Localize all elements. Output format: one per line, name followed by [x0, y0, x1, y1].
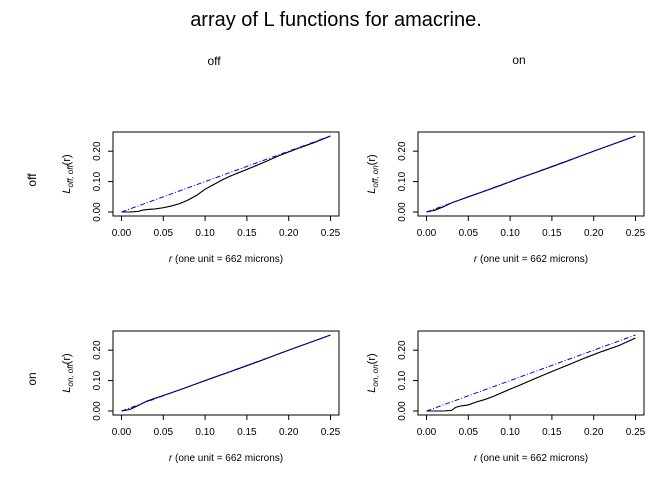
- panel-off-on: 0.00 0.05 0.10 0.15 0.20 0.25 0.00 0.10 0.20 Loff…: [366, 131, 646, 265]
- y-axis-label-argument: (r): [61, 154, 73, 165]
- y-axis-label-argument: (r): [61, 353, 73, 364]
- x-tick-label: 0.00: [417, 228, 437, 239]
- y-axis-label: Lon, off(r): [61, 353, 75, 392]
- column-header-on: on: [512, 53, 525, 67]
- y-tick-label: 0.10: [397, 370, 408, 390]
- x-axis-label: r (one unit = 662 microns): [169, 453, 283, 464]
- series-theoretical-line: [121, 334, 331, 412]
- x-tick-label: 0.05: [459, 427, 479, 438]
- y-tick-label: 0.20: [397, 141, 408, 161]
- x-axis-label-text: (one unit = 662 microns): [172, 254, 283, 265]
- x-axis-label-symbol: r: [474, 254, 478, 265]
- y-tick-label: 0.20: [397, 340, 408, 360]
- plot-frame: [112, 330, 340, 416]
- y-tick-label: 0.10: [92, 370, 103, 390]
- y-tick-label: 0.00: [397, 202, 408, 222]
- y-axis-label-subscript: on, on: [371, 364, 380, 387]
- y-axis-label-argument: (r): [366, 154, 378, 165]
- x-axis-label: r (one unit = 662 microns): [474, 453, 588, 464]
- panels: 0.00 0.05 0.10 0.15 0.20 0.25 0.00 0.10 0.20 Loff…: [61, 131, 646, 464]
- x-axis-label-text: (one unit = 662 microns): [477, 254, 588, 265]
- y-tick-label: 0.00: [397, 401, 408, 421]
- y-axis-label-symbol: L: [61, 188, 73, 194]
- figure-title: array of L functions for amacrine.: [190, 9, 482, 31]
- x-tick-label: 0.20: [584, 427, 604, 438]
- x-tick-label: 0.25: [321, 228, 341, 239]
- plot-frame: [417, 330, 645, 416]
- x-tick-label: 0.15: [542, 427, 562, 438]
- series-theoretical-line: [426, 135, 636, 213]
- x-axis-label: r (one unit = 662 microns): [169, 254, 283, 265]
- x-tick-label: 0.05: [459, 228, 479, 239]
- y-axis-label: Lon, on(r): [366, 353, 380, 392]
- x-tick-label: 0.00: [417, 427, 437, 438]
- x-tick-label: 0.10: [195, 427, 215, 438]
- x-tick-label: 0.15: [542, 228, 562, 239]
- x-tick-label: 0.05: [154, 427, 174, 438]
- x-axis-label-symbol: r: [169, 453, 173, 464]
- x-tick-label: 0.00: [112, 427, 132, 438]
- series-observed-line: [121, 135, 331, 213]
- row-header-on: on: [25, 372, 39, 385]
- x-tick-label: 0.25: [626, 427, 646, 438]
- y-tick-label: 0.20: [92, 141, 103, 161]
- x-tick-label: 0.10: [500, 228, 520, 239]
- x-axis-label-symbol: r: [474, 453, 478, 464]
- x-axis-label-symbol: r: [169, 254, 173, 265]
- x-tick-label: 0.10: [195, 228, 215, 239]
- x-tick-label: 0.20: [584, 228, 604, 239]
- series-theoretical-line: [426, 334, 636, 412]
- y-axis-label-argument: (r): [366, 353, 378, 364]
- y-axis-label: Loff, on(r): [366, 154, 380, 193]
- y-tick-label: 0.10: [92, 171, 103, 191]
- x-tick-label: 0.20: [279, 427, 299, 438]
- y-axis-label-symbol: L: [366, 188, 378, 194]
- x-tick-label: 0.25: [321, 427, 341, 438]
- x-axis-label-text: (one unit = 662 microns): [172, 453, 283, 464]
- x-axis-label: r (one unit = 662 microns): [474, 254, 588, 265]
- panel-off-off: 0.00 0.05 0.10 0.15 0.20 0.25 0.00 0.10 0.20 Loff…: [61, 131, 341, 265]
- x-tick-label: 0.25: [626, 228, 646, 239]
- plot-frame: [417, 131, 645, 217]
- y-tick-label: 0.10: [397, 171, 408, 191]
- plot-frame: [112, 131, 340, 217]
- x-tick-label: 0.05: [154, 228, 174, 239]
- y-axis-label-symbol: L: [366, 387, 378, 393]
- y-axis-label-symbol: L: [61, 387, 73, 393]
- y-axis-label: Loff, off(r): [61, 154, 75, 193]
- y-tick-label: 0.00: [92, 202, 103, 222]
- column-header-off: off: [207, 54, 221, 68]
- x-tick-label: 0.20: [279, 228, 299, 239]
- y-tick-label: 0.00: [92, 401, 103, 421]
- y-axis-label-subscript: off, on: [371, 165, 380, 188]
- y-axis-label-subscript: on, off: [66, 364, 75, 387]
- x-tick-label: 0.10: [500, 427, 520, 438]
- y-axis-label-subscript: off, off: [66, 165, 75, 188]
- series-theoretical-line: [121, 135, 331, 213]
- series-observed-line: [426, 337, 636, 412]
- row-header-off: off: [25, 173, 39, 187]
- panel-on-on: 0.00 0.05 0.10 0.15 0.20 0.25 0.00 0.10 0.20 Lon,…: [366, 330, 646, 464]
- y-tick-label: 0.20: [92, 340, 103, 360]
- x-tick-label: 0.15: [237, 228, 257, 239]
- panel-on-off: 0.00 0.05 0.10 0.15 0.20 0.25 0.00 0.10 0.20 Lon,…: [61, 330, 341, 464]
- x-tick-label: 0.15: [237, 427, 257, 438]
- x-axis-label-text: (one unit = 662 microns): [477, 453, 588, 464]
- x-tick-label: 0.00: [112, 228, 132, 239]
